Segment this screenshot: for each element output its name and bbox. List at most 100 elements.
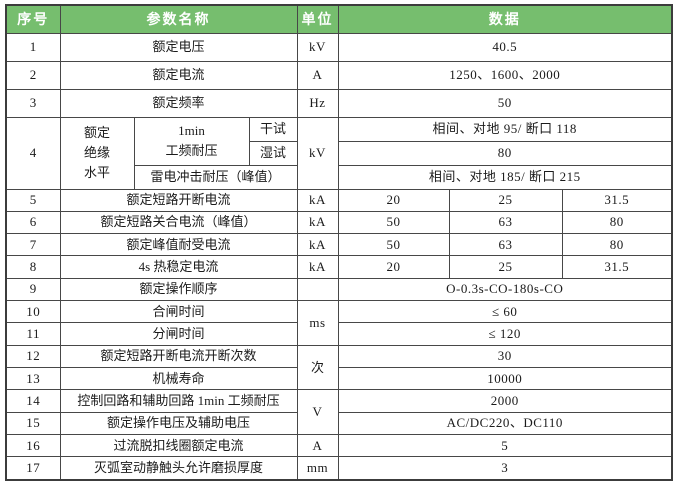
cell-no: 16 xyxy=(5,434,61,458)
cell-unit: Hz xyxy=(296,88,339,118)
header-no: 序号 xyxy=(5,4,61,34)
table-row: 8 4s 热稳定电流 kA 20 25 31.5 xyxy=(5,255,673,279)
cell-no: 2 xyxy=(5,60,61,90)
cell-data: 2000 xyxy=(337,389,673,413)
table-row: 15 额定操作电压及辅助电压 AC/DC220、DC110 xyxy=(5,411,673,436)
cell-unit: kA xyxy=(296,233,339,257)
cell-wet-test: 湿试 xyxy=(248,140,298,166)
cell-data: 3 xyxy=(337,456,673,481)
table-row: 2 额定电流 A 1250、1600、2000 xyxy=(5,60,673,90)
cell-param: 额定电流 xyxy=(59,60,298,90)
cell-unit: kA xyxy=(296,210,339,235)
table-row: 7 额定峰值耐受电流 kA 50 63 80 xyxy=(5,233,673,257)
cell-param: 控制回路和辅助回路 1min 工频耐压 xyxy=(59,389,298,413)
cell-no: 6 xyxy=(5,210,61,235)
cell-param: 额定频率 xyxy=(59,88,298,118)
cell-data: 相间、对地 185/ 断口 215 xyxy=(337,164,673,190)
cell-data: AC/DC220、DC110 xyxy=(337,411,673,436)
cell-param: 机械寿命 xyxy=(59,367,298,391)
cell-data: 25 xyxy=(448,255,563,279)
cell-unit: kA xyxy=(296,255,339,279)
cell-data: 5 xyxy=(337,434,673,458)
specification-table: 序号 参数名称 单位 数据 1 额定电压 kV 40.5 2 额定电流 A 12… xyxy=(5,4,673,481)
table-row: 10 合闸时间 ms ≤ 60 xyxy=(5,300,673,346)
cell-data: 31.5 xyxy=(561,188,673,212)
cell-unit: V xyxy=(296,389,339,436)
table-row: 9 额定操作顺序 O-0.3s-CO-180s-CO xyxy=(5,277,673,302)
cell-unit: kV xyxy=(296,116,339,190)
cell-data: 30 xyxy=(337,344,673,369)
cell-no: 3 xyxy=(5,88,61,118)
cell-unit: kV xyxy=(296,32,339,62)
cell-data: 31.5 xyxy=(561,255,673,279)
table-row: 13 机械寿命 10000 xyxy=(5,367,673,391)
table-row-insulation-wet: 湿试 80 xyxy=(6,140,673,166)
cell-data: 1250、1600、2000 xyxy=(337,60,673,90)
table-row: 14 控制回路和辅助回路 1min 工频耐压 V 2000 xyxy=(5,389,673,436)
cell-param: 额定峰值耐受电流 xyxy=(59,233,298,257)
cell-unit: A xyxy=(296,60,339,90)
table-row-insulation-lightning: 雷电冲击耐压（峰值） 相间、对地 185/ 断口 215 xyxy=(6,164,673,190)
cell-no: 4 xyxy=(5,116,61,190)
cell-param: 额定短路关合电流（峰值） xyxy=(59,210,298,235)
cell-data: 63 xyxy=(448,233,563,257)
cell-data: 40.5 xyxy=(337,32,673,62)
cell-no: 14 xyxy=(5,389,61,413)
cell-data: 80 xyxy=(561,210,673,235)
cell-data: 10000 xyxy=(337,367,673,391)
cell-power-frequency-withstand: 1min 工频耐压 xyxy=(133,116,250,166)
cell-no: 7 xyxy=(5,233,61,257)
cell-param: 额定操作电压及辅助电压 xyxy=(59,411,298,436)
cell-data: 50 xyxy=(337,233,450,257)
cell-data: 50 xyxy=(337,210,450,235)
table-row: 17 灭弧室动静触头允许磨损厚度 mm 3 xyxy=(5,456,673,481)
cell-no: 11 xyxy=(5,322,61,346)
cell-unit: mm xyxy=(296,456,339,481)
cell-param: 4s 热稳定电流 xyxy=(59,255,298,279)
cell-param: 分闸时间 xyxy=(59,322,298,346)
table-row: 16 过流脱扣线圈额定电流 A 5 xyxy=(5,434,673,458)
cell-unit: A xyxy=(296,434,339,458)
header-row: 序号 参数名称 单位 数据 xyxy=(5,4,673,34)
cell-data: 80 xyxy=(561,233,673,257)
cell-dry-test: 干试 xyxy=(248,116,298,142)
cell-param: 额定短路开断电流 xyxy=(59,188,298,212)
header-unit: 单位 xyxy=(296,4,339,34)
header-data: 数据 xyxy=(337,4,673,34)
cell-data: 63 xyxy=(448,210,563,235)
cell-no: 13 xyxy=(5,367,61,391)
table-row: 6 额定短路关合电流（峰值） kA 50 63 80 xyxy=(5,210,673,235)
cell-param: 合闸时间 xyxy=(59,300,298,324)
cell-unit: kA xyxy=(296,188,339,212)
cell-data: 相间、对地 95/ 断口 118 xyxy=(337,116,673,142)
table-row: 1 额定电压 kV 40.5 xyxy=(5,32,673,62)
cell-data: 25 xyxy=(448,188,563,212)
cell-no: 12 xyxy=(5,344,61,369)
cell-no: 5 xyxy=(5,188,61,212)
header-param: 参数名称 xyxy=(59,4,298,34)
cell-data: ≤ 60 xyxy=(337,300,673,324)
cell-data: O-0.3s-CO-180s-CO xyxy=(337,277,673,302)
cell-lightning-impulse: 雷电冲击耐压（峰值） xyxy=(133,164,298,190)
cell-data: 50 xyxy=(337,88,673,118)
cell-no: 15 xyxy=(5,411,61,436)
cell-no: 1 xyxy=(5,32,61,62)
cell-unit: 次 xyxy=(296,344,339,391)
table-row-insulation-dry: 4 额定 绝缘 水平 1min 工频耐压 干试 kV 相间、对地 95/ 断口 … xyxy=(5,116,673,190)
cell-unit xyxy=(296,277,339,302)
table-row: 5 额定短路开断电流 kA 20 25 31.5 xyxy=(5,188,673,212)
cell-insulation-group: 额定 绝缘 水平 xyxy=(59,116,135,190)
cell-no: 10 xyxy=(5,300,61,324)
cell-param: 额定短路开断电流开断次数 xyxy=(59,344,298,369)
cell-no: 9 xyxy=(5,277,61,302)
table-row: 11 分闸时间 ≤ 120 xyxy=(5,322,673,346)
cell-param: 灭弧室动静触头允许磨损厚度 xyxy=(59,456,298,481)
cell-no: 17 xyxy=(5,456,61,481)
cell-param: 过流脱扣线圈额定电流 xyxy=(59,434,298,458)
cell-data: 80 xyxy=(337,140,673,166)
cell-no: 8 xyxy=(5,255,61,279)
cell-unit: ms xyxy=(296,300,339,346)
cell-data: 20 xyxy=(337,255,450,279)
cell-data: 20 xyxy=(337,188,450,212)
